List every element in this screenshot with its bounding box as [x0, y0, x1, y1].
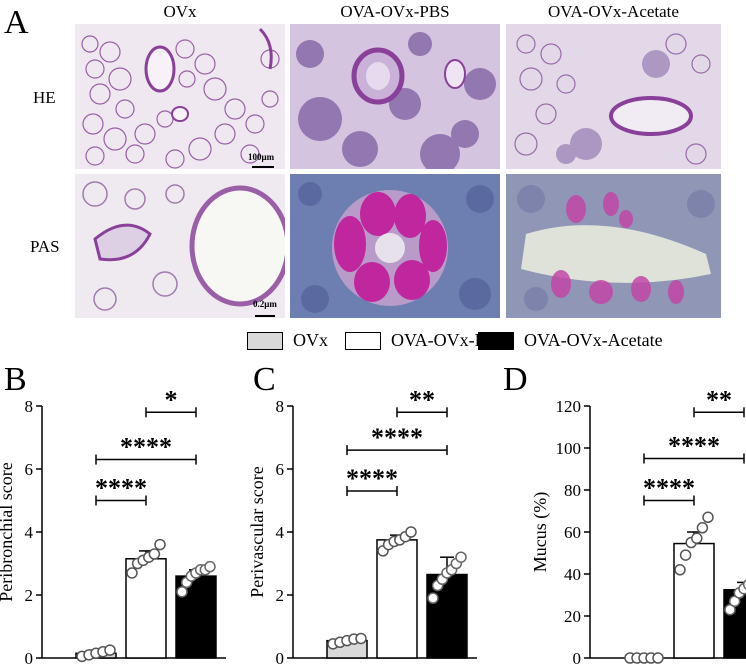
panel-b-point-0-4 [104, 644, 116, 656]
legend-label-ova-ovx-pbs: OVA-OVx-PBS [391, 330, 507, 350]
panel-b-ytick-label-2: 4 [25, 523, 34, 542]
pas-scalebar [255, 315, 275, 317]
legend-item-ovx: OVx [247, 330, 328, 351]
he-ova-ovx-pbs-micrograph [290, 24, 500, 169]
panel-d-letter: D [503, 361, 528, 398]
row-label-he: HE [33, 88, 56, 107]
panel-d-ylabel: Mucus (%) [530, 492, 551, 572]
he-scalebar-label: 100μm [248, 152, 275, 162]
panel-c-ytick-label-4: 8 [276, 397, 285, 416]
he-ova-ovx-acetate-micrograph [506, 24, 721, 169]
panel-c-sig-label-1: **** [371, 423, 423, 452]
panel-c-ytick-label-2: 4 [276, 523, 285, 542]
panel-b-point-2-6 [204, 560, 216, 573]
he-scalebar [252, 166, 274, 168]
panel-b-letter: B [4, 361, 27, 398]
legend-swatch-ova-ovx-pbs [345, 331, 381, 350]
panel-a-letter: A [4, 4, 29, 41]
panel-d-bar-1 [673, 542, 715, 659]
panel-b-ytick-label-4: 8 [25, 397, 34, 416]
legend-label-ovx: OVx [293, 330, 328, 350]
panel-d-sig-label-2: **** [643, 474, 695, 503]
panel-d-point-2-0 [724, 603, 736, 616]
panel-b-ytick-label-3: 6 [25, 460, 34, 479]
panel-d-ytick-label-3: 60 [564, 523, 581, 542]
pas-scalebar-label: 0.2μm [253, 299, 277, 309]
legend-item-ova-ovx-acetate: OVA-OVx-Acetate [478, 330, 663, 351]
panel-b-point-1-5 [154, 538, 166, 551]
panel-d-point-1-5 [702, 511, 714, 524]
panel-c-point-2-6 [455, 551, 467, 563]
panel-b-point-2-0 [176, 586, 188, 598]
panel-b-ylabel: Peribronchial score [0, 462, 16, 601]
panel-c-point-0-4 [355, 632, 367, 645]
panel-c-ytick-label-0: 0 [276, 649, 285, 668]
panel-d-point-1-4 [696, 522, 709, 534]
panel-b-ytick-label-0: 0 [25, 649, 34, 668]
panel-d-point-1-3 [691, 532, 703, 545]
column-label-ova-ovx-pbs: OVA-OVx-PBS [340, 2, 450, 21]
panel-c-ytick-label-1: 2 [276, 586, 285, 605]
panel-c-point-2-0 [427, 592, 439, 604]
panel-d-ytick-label-4: 80 [564, 481, 581, 500]
legend-label-ova-ovx-acetate: OVA-OVx-Acetate [524, 330, 663, 350]
panel-c-letter: C [253, 361, 276, 398]
row-label-pas: PAS [30, 237, 60, 256]
he-ovx-micrograph [75, 24, 285, 169]
pas-ovx-micrograph [75, 174, 285, 318]
panel-d-point-2-4 [742, 579, 746, 590]
panel-b-sig-label-0: * [165, 385, 178, 414]
panel-b-sig-label-2: **** [95, 474, 147, 503]
panel-b-point-1-4 [148, 548, 161, 560]
pas-ova-ovx-acetate-micrograph [506, 174, 721, 318]
column-label-ovx: OVx [163, 2, 197, 21]
pas-ova-ovx-pbs-micrograph [290, 174, 500, 318]
panel-b-sig-label-1: **** [120, 433, 172, 462]
legend-swatch-ova-ovx-acetate [478, 331, 514, 350]
panel-d-ytick-label-1: 20 [564, 607, 581, 626]
panel-d-sig-label-1: **** [668, 432, 720, 461]
panel-d-ytick-label-2: 40 [564, 565, 581, 584]
panel-d-ytick-label-0: 0 [573, 649, 582, 668]
panel-b-point-1-0 [126, 567, 138, 579]
panel-c-sig-label-0: ** [409, 385, 435, 414]
column-label-ova-ovx-acetate: OVA-OVx-Acetate [548, 2, 679, 21]
panel-c-point-1-5 [405, 526, 417, 538]
panel-b-ytick-label-1: 2 [25, 586, 34, 605]
panel-d-point-1-1 [679, 549, 692, 561]
panel-c-ytick-label-3: 6 [276, 460, 285, 479]
panel-c-bar-1 [376, 539, 418, 659]
panel-c-ylabel: Perivascular score [247, 466, 267, 597]
panel-d-sig-label-0: ** [706, 385, 732, 414]
panel-d-ytick-label-5: 100 [556, 439, 582, 458]
panel-d-point-1-0 [674, 564, 686, 576]
panel-c-sig-label-2: **** [346, 464, 398, 493]
panel-d-point-2-1 [728, 595, 741, 608]
legend-swatch-ovx [247, 331, 283, 350]
panel-d-point-0-4 [652, 652, 664, 664]
panel-d-ytick-label-6: 120 [556, 397, 582, 416]
legend-item-ova-ovx-pbs: OVA-OVx-PBS [345, 330, 507, 351]
